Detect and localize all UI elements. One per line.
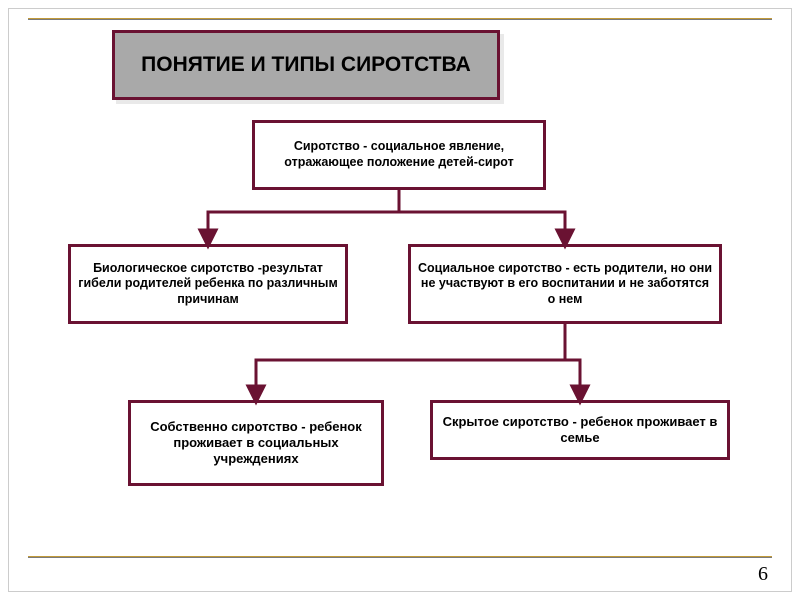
node-root: Сиротство - социальное явление, отражающ… <box>252 120 546 190</box>
node-hidden: Скрытое сиротство - ребенок проживает в … <box>430 400 730 460</box>
node-social-text: Социальное сиротство - есть родители, но… <box>417 261 713 308</box>
bottom-rule <box>28 556 772 558</box>
top-rule <box>28 18 772 20</box>
node-own: Собственно сиротство - ребенок проживает… <box>128 400 384 486</box>
node-hidden-text: Скрытое сиротство - ребенок проживает в … <box>439 414 721 447</box>
node-root-text: Сиротство - социальное явление, отражающ… <box>261 139 537 170</box>
title-banner: ПОНЯТИЕ И ТИПЫ СИРОТСТВА <box>112 30 500 100</box>
node-social: Социальное сиротство - есть родители, но… <box>408 244 722 324</box>
node-biological: Биологическое сиротство -результат гибел… <box>68 244 348 324</box>
page-number: 6 <box>758 563 768 586</box>
node-biological-text: Биологическое сиротство -результат гибел… <box>77 261 339 308</box>
node-own-text: Собственно сиротство - ребенок проживает… <box>137 419 375 468</box>
title-text: ПОНЯТИЕ И ТИПЫ СИРОТСТВА <box>141 53 471 77</box>
